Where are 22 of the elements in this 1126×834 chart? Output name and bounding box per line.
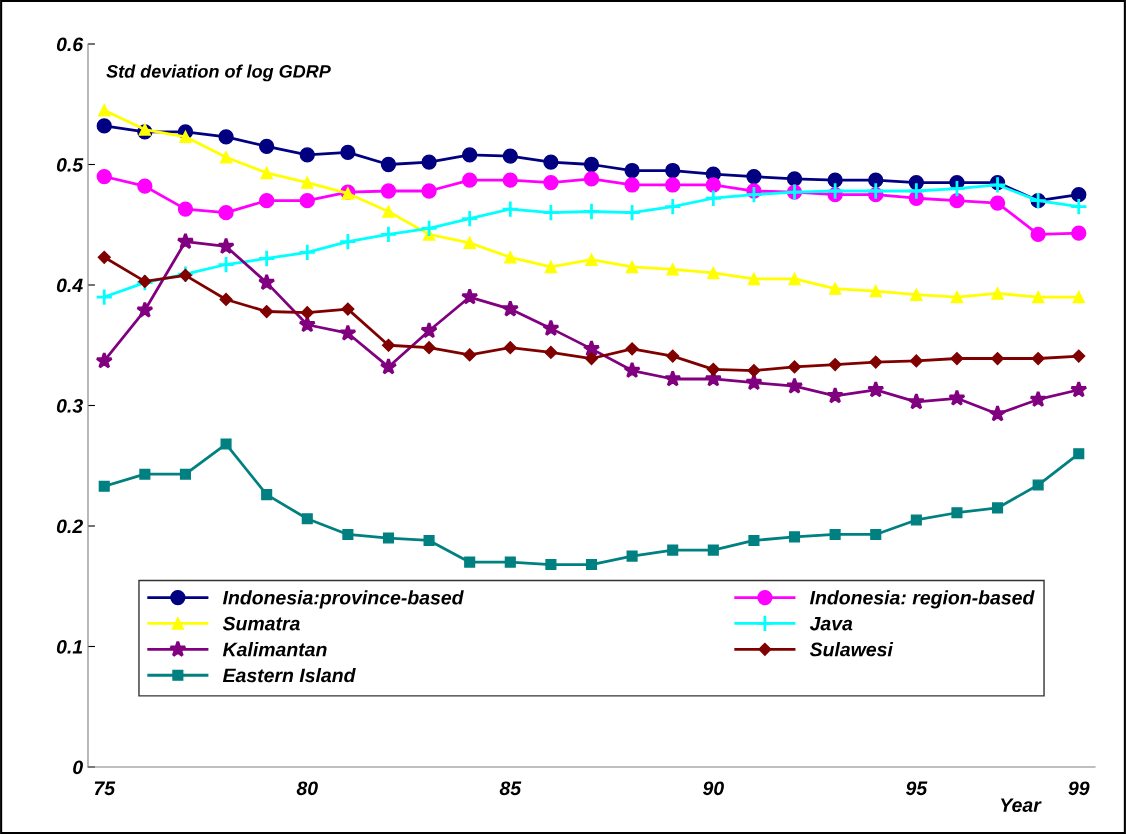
y-tick-label: 0.3 [56, 398, 83, 413]
y-tick-label: 0 [73, 760, 83, 775]
legend-label: Sumatra [222, 616, 300, 631]
x-tick-label: 99 [1068, 781, 1090, 796]
y-tick-label: 0.4 [56, 278, 83, 293]
x-tick-label: 90 [702, 781, 724, 796]
x-tick-label: 85 [499, 781, 522, 796]
y-tick-label: 0.2 [56, 519, 83, 534]
legend-label: Indonesia:province-based [222, 590, 464, 609]
legend-label: Java [809, 616, 853, 631]
x-tick-label: 80 [296, 781, 318, 796]
legend-label: Kalimantan [222, 642, 327, 657]
x-tick-label: 75 [94, 781, 116, 796]
legend-label: Indonesia: region-based [809, 590, 1035, 609]
x-axis-title: Year [1000, 798, 1042, 812]
y-tick-label: 0.5 [56, 157, 84, 172]
legend-label: Eastern Island [222, 667, 356, 683]
y-axis-title: Std deviation of log GDRP [106, 64, 331, 82]
x-tick-label: 95 [905, 781, 928, 796]
legend-label: Sulawesi [809, 642, 894, 657]
y-tick-label: 0.1 [56, 639, 83, 654]
y-tick-label: 0.6 [56, 37, 84, 52]
